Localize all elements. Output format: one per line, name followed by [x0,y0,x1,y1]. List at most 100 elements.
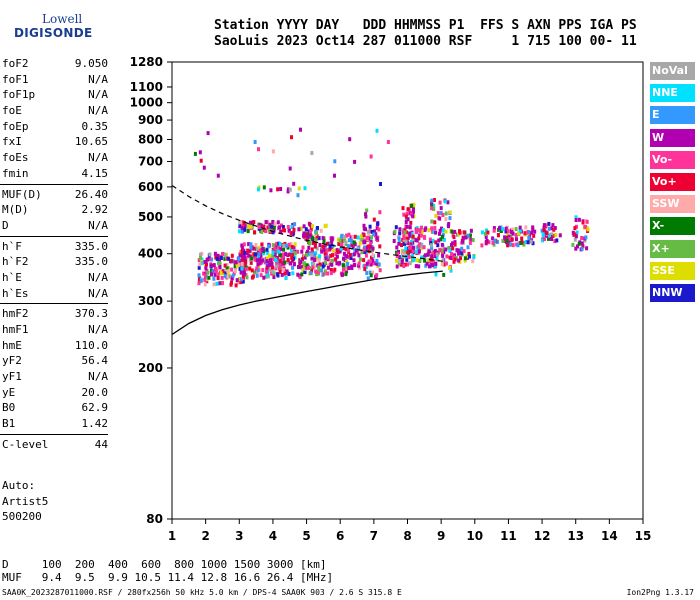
echo-point [414,264,418,269]
echo-point [226,269,230,274]
echo-point [193,151,197,156]
auto-line1: Auto: [2,479,36,492]
echo-point [415,227,419,232]
echo-point [252,220,256,224]
echo-point [309,271,313,276]
echo-point [230,276,234,281]
echo-point [218,281,222,286]
echo-point [375,226,379,230]
echo-point [304,227,308,232]
echo-point [292,227,296,232]
echo-point [285,243,288,248]
echo-point [359,234,363,239]
echo-point [340,239,344,243]
echo-point [324,260,327,265]
echo-point [516,243,520,248]
echo-point [450,252,453,256]
echo-point [498,226,501,231]
echo-point [250,268,254,273]
echo-point [419,225,423,230]
param-value: N/A [88,72,108,86]
param-label: M(D) [2,203,29,217]
echo-point [412,245,415,250]
param-row: h`F2 335.0 [0,254,166,270]
echo-point [205,257,209,262]
echo-point [346,248,350,253]
echo-point [239,220,243,225]
echo-point [293,242,297,247]
echo-point [279,253,283,258]
echo-point [401,253,405,258]
echo-point [404,220,408,225]
echo-point [302,224,306,229]
legend-entry-vo: Vo- [650,150,695,169]
echo-point [260,242,264,247]
echo-point [378,244,382,249]
echo-point [342,246,345,251]
param-label: h`Es [2,286,29,300]
echo-point [361,237,365,242]
param-label: foEs [2,151,29,165]
echo-point [460,246,464,251]
echo-point [266,265,270,270]
echo-point [212,276,216,281]
echo-point [286,253,290,258]
echo-point [433,198,436,202]
echo-point [306,232,310,237]
echo-point [271,251,275,255]
echo-point [352,258,356,263]
echo-point [306,266,310,270]
echo-point [492,226,496,231]
echo-point [267,228,271,233]
echo-point [335,261,339,266]
echo-point [265,259,269,264]
echo-point [354,248,358,253]
param-row: B1 1.42 [0,416,166,432]
param-label: yF1 [2,370,22,384]
echo-point [322,271,326,276]
param-value: N/A [88,323,108,336]
echo-point [276,220,280,225]
echo-point [508,236,512,241]
dtable-distance-row: D 100 200 400 600 800 1000 1500 3000 [km… [2,558,327,571]
echo-point [254,243,258,247]
echo-point [277,245,281,250]
echo-point [433,226,437,230]
echo-point [399,262,403,267]
echo-point [349,235,353,240]
x-tick-label: 11 [500,529,517,543]
param-row: C-level 44 [0,437,166,453]
echo-point [504,229,508,234]
echo-point [402,264,406,268]
echo-point [468,254,471,259]
echo-point [223,256,227,261]
echo-point [580,241,584,246]
echo-point [240,245,244,250]
echo-point [351,234,355,239]
echo-point [430,198,434,203]
echo-point [286,258,290,262]
y-tick-label: 1100 [130,80,163,94]
echo-point [438,216,442,221]
echo-point [223,263,227,268]
echo-point [423,253,427,258]
echo-point [216,272,220,277]
echo-point [312,236,316,241]
echo-point [310,247,314,252]
param-row: fmin 4.15 [0,166,166,182]
echo-point [340,233,344,238]
echo-point [348,137,352,142]
echo-point [271,243,275,248]
echo-point [410,231,414,236]
echo-point [358,257,362,262]
echo-point [453,253,457,258]
echo-point [427,228,431,233]
echo-point [523,231,527,236]
echo-point [550,226,554,231]
echo-point [239,270,243,275]
echo-point [273,222,277,226]
echo-point [374,232,378,237]
echo-point [378,210,382,215]
echo-point [369,273,373,278]
param-row: hmE 110.0 [0,338,166,354]
